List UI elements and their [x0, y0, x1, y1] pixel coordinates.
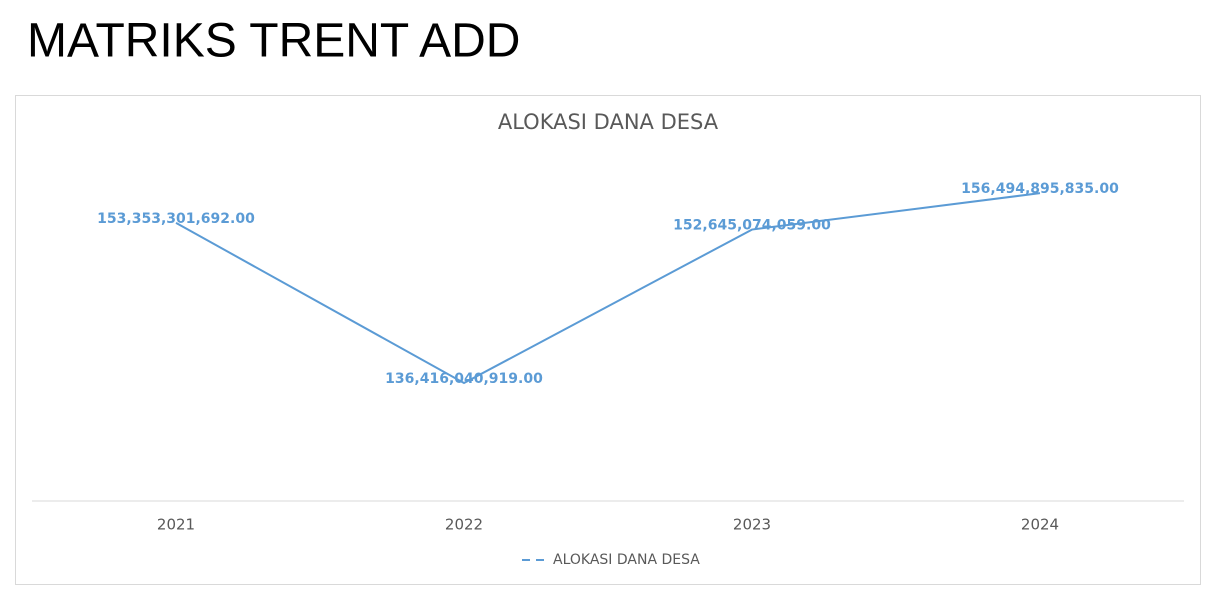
data-label: 156,494,895,835.00: [961, 181, 1119, 197]
data-line: [175, 192, 1041, 385]
slide-heading: MATRIKS TRENT ADD: [27, 15, 520, 68]
x-tick-label: 2023: [733, 516, 771, 534]
x-tick-label: 2024: [1021, 516, 1059, 534]
x-tick-label: 2021: [157, 516, 195, 534]
legend-label: ALOKASI DANA DESA: [553, 552, 700, 568]
x-tick-label: 2022: [445, 516, 483, 534]
chart-title: ALOKASI DANA DESA: [498, 110, 719, 134]
data-label: 152,645,074,059.00: [673, 218, 831, 234]
chart-frame: [15, 95, 1201, 585]
data-label: 153,353,301,692.00: [97, 211, 255, 227]
data-label: 136,416,040,919.00: [385, 371, 543, 387]
